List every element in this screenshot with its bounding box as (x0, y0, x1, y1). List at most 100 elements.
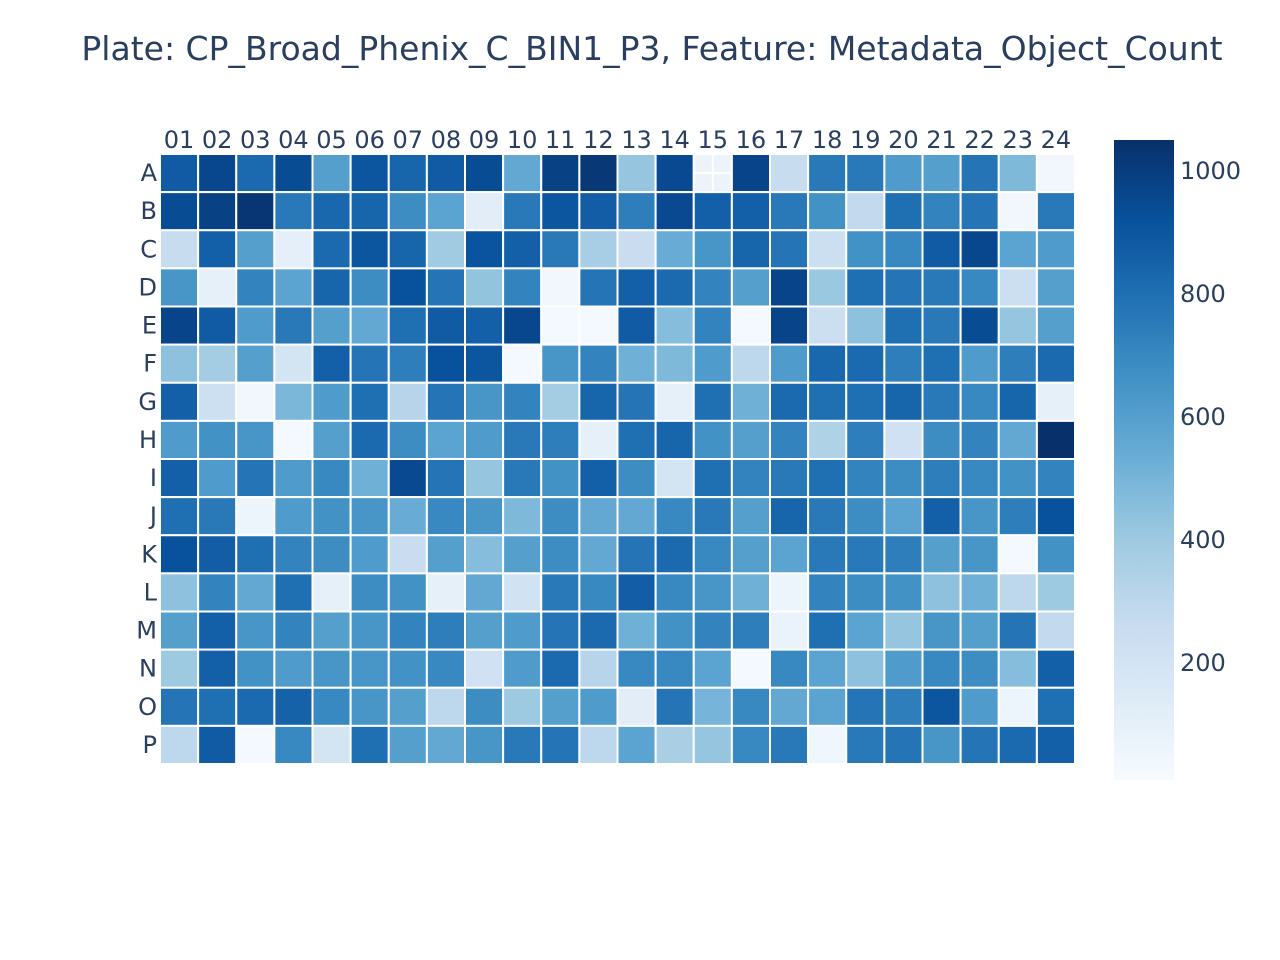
heatmap-cell[interactable] (540, 572, 581, 613)
heatmap-cell[interactable] (807, 191, 848, 232)
heatmap-cell[interactable] (997, 572, 1038, 613)
heatmap-cell[interactable] (616, 534, 657, 575)
heatmap-cell[interactable] (654, 686, 695, 727)
heatmap-cell[interactable] (311, 458, 352, 499)
heatmap-cell[interactable] (273, 267, 314, 308)
heatmap-cell[interactable] (425, 267, 466, 308)
heatmap-cell[interactable] (845, 496, 886, 537)
heatmap-cell[interactable] (654, 229, 695, 270)
heatmap-cell[interactable] (730, 534, 771, 575)
heatmap-cell[interactable] (578, 381, 619, 422)
heatmap-cell[interactable] (349, 229, 390, 270)
heatmap-cell[interactable] (464, 610, 505, 651)
heatmap-cell[interactable] (1035, 267, 1076, 308)
heatmap-cell[interactable] (921, 724, 962, 765)
heatmap-cell[interactable] (349, 610, 390, 651)
heatmap-cell[interactable] (959, 686, 1000, 727)
heatmap-cell[interactable] (540, 534, 581, 575)
heatmap-cell[interactable] (692, 381, 733, 422)
heatmap-cell[interactable] (845, 724, 886, 765)
heatmap-cell[interactable] (807, 153, 848, 194)
heatmap-cell[interactable] (845, 419, 886, 460)
heatmap-cell[interactable] (921, 572, 962, 613)
heatmap-cell[interactable] (502, 305, 543, 346)
heatmap-cell[interactable] (616, 610, 657, 651)
heatmap-cell[interactable] (235, 610, 276, 651)
heatmap-cell[interactable] (197, 534, 238, 575)
heatmap-cell[interactable] (616, 267, 657, 308)
heatmap-cell[interactable] (769, 686, 810, 727)
heatmap-cell[interactable] (616, 153, 657, 194)
heatmap-cell[interactable] (807, 572, 848, 613)
heatmap-cell[interactable] (578, 686, 619, 727)
heatmap-cell[interactable] (730, 419, 771, 460)
heatmap-cell[interactable] (1035, 458, 1076, 499)
heatmap-cell[interactable] (997, 191, 1038, 232)
heatmap-cell[interactable] (807, 458, 848, 499)
heatmap-cell[interactable] (197, 267, 238, 308)
heatmap-cell[interactable] (349, 648, 390, 689)
heatmap-cell[interactable] (883, 686, 924, 727)
heatmap-cell[interactable] (692, 458, 733, 499)
heatmap-cell[interactable] (349, 724, 390, 765)
heatmap-cell[interactable] (349, 381, 390, 422)
heatmap-cell[interactable] (883, 724, 924, 765)
heatmap-cell[interactable] (502, 343, 543, 384)
heatmap-cell[interactable] (1035, 343, 1076, 384)
heatmap-cell[interactable] (921, 648, 962, 689)
heatmap-cell[interactable] (540, 191, 581, 232)
heatmap-cell[interactable] (769, 191, 810, 232)
heatmap-cell[interactable] (883, 191, 924, 232)
heatmap-cell[interactable] (578, 343, 619, 384)
heatmap-cell[interactable] (273, 381, 314, 422)
heatmap-cell[interactable] (769, 381, 810, 422)
heatmap-cell[interactable] (464, 496, 505, 537)
heatmap-cell[interactable] (273, 686, 314, 727)
heatmap-cell[interactable] (616, 191, 657, 232)
heatmap-cell[interactable] (959, 267, 1000, 308)
heatmap-cell[interactable] (425, 305, 466, 346)
heatmap-cell[interactable] (311, 153, 352, 194)
heatmap-cell[interactable] (730, 572, 771, 613)
heatmap-cell[interactable] (464, 153, 505, 194)
heatmap-cell[interactable] (159, 419, 200, 460)
heatmap-cell[interactable] (273, 229, 314, 270)
heatmap-cell[interactable] (883, 419, 924, 460)
heatmap-cell[interactable] (502, 610, 543, 651)
heatmap-cell[interactable] (159, 229, 200, 270)
heatmap-cell[interactable] (540, 419, 581, 460)
heatmap-cell[interactable] (692, 267, 733, 308)
heatmap-cell[interactable] (959, 724, 1000, 765)
heatmap-cell[interactable] (197, 458, 238, 499)
heatmap-cell[interactable] (997, 153, 1038, 194)
heatmap-cell[interactable] (159, 572, 200, 613)
heatmap-cell[interactable] (311, 305, 352, 346)
heatmap-cell[interactable] (959, 419, 1000, 460)
heatmap-cell[interactable] (540, 229, 581, 270)
heatmap-cell[interactable] (387, 458, 428, 499)
heatmap-cell[interactable] (311, 343, 352, 384)
heatmap-cell[interactable] (807, 267, 848, 308)
heatmap-cell[interactable] (578, 229, 619, 270)
heatmap-cell[interactable] (616, 458, 657, 499)
heatmap-cell[interactable] (959, 343, 1000, 384)
heatmap-cell[interactable] (387, 229, 428, 270)
heatmap-cell[interactable] (387, 686, 428, 727)
heatmap-cell[interactable] (425, 458, 466, 499)
heatmap-cell[interactable] (845, 458, 886, 499)
heatmap-cell[interactable] (159, 381, 200, 422)
heatmap-cell[interactable] (349, 458, 390, 499)
heatmap-cell[interactable] (464, 458, 505, 499)
heatmap-cell[interactable] (387, 305, 428, 346)
heatmap-cell[interactable] (1035, 419, 1076, 460)
heatmap-cell[interactable] (578, 267, 619, 308)
heatmap-cell[interactable] (540, 724, 581, 765)
heatmap-cell[interactable] (883, 572, 924, 613)
heatmap-cell[interactable] (692, 496, 733, 537)
heatmap-cell[interactable] (349, 343, 390, 384)
heatmap-cell[interactable] (540, 610, 581, 651)
heatmap-cell[interactable] (807, 381, 848, 422)
heatmap-cell[interactable] (464, 648, 505, 689)
heatmap-cell[interactable] (387, 267, 428, 308)
heatmap-cell[interactable] (235, 724, 276, 765)
